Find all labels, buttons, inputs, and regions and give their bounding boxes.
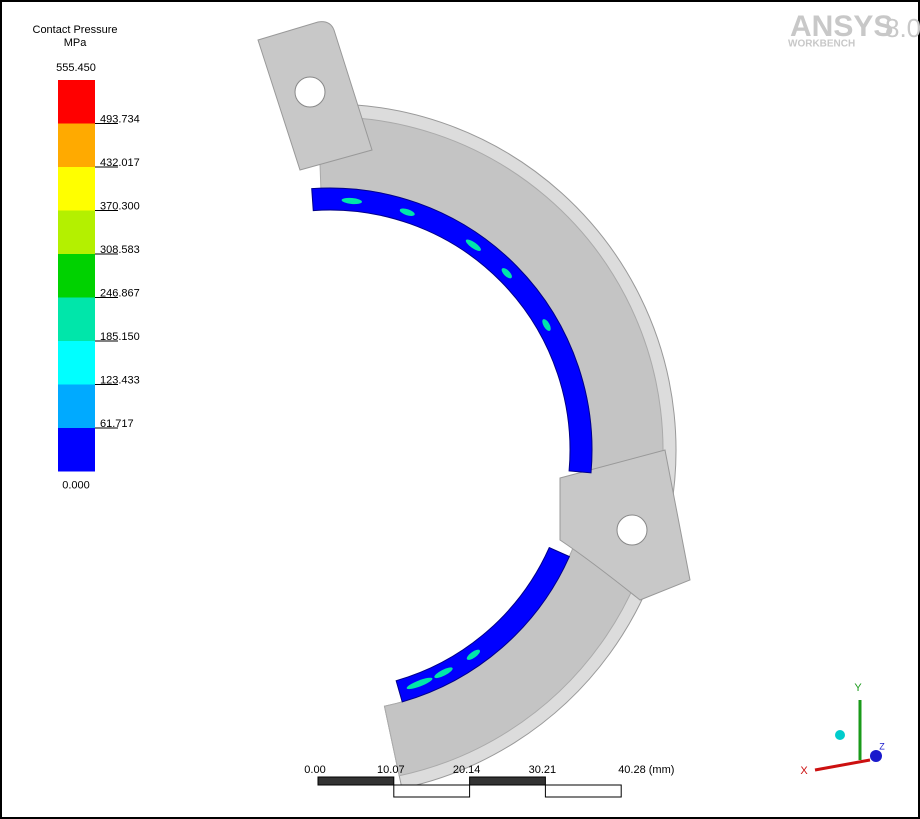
legend-unit: MPa xyxy=(64,37,88,49)
legend-label: 246.867 xyxy=(100,287,140,299)
triad-ball xyxy=(835,730,845,740)
x-label: X xyxy=(800,765,808,777)
logo-version: 8.0 xyxy=(885,13,920,43)
hotspot xyxy=(399,208,415,216)
scale-label: 0.00 xyxy=(304,764,325,776)
scale-segment xyxy=(544,784,622,798)
y-label: Y xyxy=(854,682,862,694)
legend-label: 432.017 xyxy=(100,157,140,169)
hotspot xyxy=(434,667,453,679)
scale-label: 20.14 xyxy=(453,764,481,776)
legend-title: Contact Pressure xyxy=(33,24,118,36)
legend-label: 61.717 xyxy=(100,418,134,430)
legend-label: 308.583 xyxy=(100,244,140,256)
legend-band xyxy=(58,428,95,472)
contact-band xyxy=(311,187,593,474)
legend-band xyxy=(58,167,95,211)
legend-band xyxy=(58,384,95,428)
hole xyxy=(294,76,326,108)
hotspot xyxy=(501,268,512,279)
scale-label: 10.07 xyxy=(377,764,405,776)
z-label: Z xyxy=(879,741,885,751)
legend-band xyxy=(58,297,95,341)
scale-segment xyxy=(317,776,395,786)
hole xyxy=(616,514,648,546)
hotspot xyxy=(341,197,362,205)
legend-label: 123.433 xyxy=(100,374,140,386)
legend-label: 0.000 xyxy=(62,479,90,491)
hotspot xyxy=(542,319,551,331)
legend-label: 370.300 xyxy=(100,200,140,212)
hotspot xyxy=(465,239,481,251)
legend-band xyxy=(58,210,95,254)
legend-label: 555.450 xyxy=(56,62,96,74)
x-axis xyxy=(814,758,871,772)
legend-label: 185.150 xyxy=(100,331,140,343)
part xyxy=(257,21,691,790)
hotspot xyxy=(466,649,481,660)
legend-band xyxy=(58,254,95,298)
hotspot xyxy=(406,677,433,690)
scale-segment xyxy=(469,776,546,786)
legend-band xyxy=(58,341,95,385)
legend-band xyxy=(58,123,95,167)
legend-band xyxy=(58,80,95,124)
logo-product: WORKBENCH xyxy=(788,39,855,50)
scale-segment xyxy=(393,784,471,798)
logo-name: ANSYS xyxy=(790,10,893,43)
scale-label: 30.21 xyxy=(529,764,557,776)
legend-label: 493.734 xyxy=(100,113,140,125)
z-axis xyxy=(870,750,882,762)
scale-label: 40.28 (mm) xyxy=(618,764,674,776)
